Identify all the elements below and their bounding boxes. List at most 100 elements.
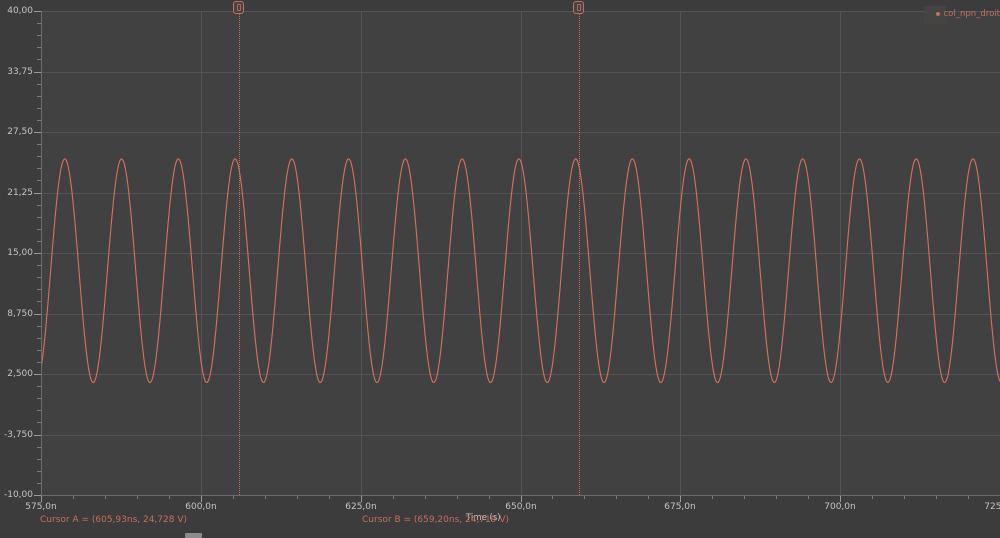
y-tick-label: 2,500 <box>7 369 33 379</box>
x-axis-title: Time (s) <box>466 513 501 523</box>
y-tick-minor <box>37 229 41 230</box>
x-tick-label: 725,0n <box>984 502 1000 512</box>
x-tick-minor <box>297 496 298 499</box>
y-tick-minor <box>37 422 41 423</box>
y-tick-major <box>34 253 41 254</box>
y-tick-minor <box>37 180 41 181</box>
x-tick-minor <box>776 496 777 499</box>
x-tick-label: 700,0n <box>824 502 856 512</box>
x-tick-minor <box>712 496 713 499</box>
y-tick-minor <box>37 362 41 363</box>
grid-line-horizontal <box>41 193 1000 194</box>
x-tick-label: 675,0n <box>664 502 696 512</box>
x-tick-label: 625,0n <box>345 502 377 512</box>
y-tick-label: -10,00 <box>3 490 33 500</box>
grid-line-vertical <box>680 11 681 495</box>
y-tick-label: 8,750 <box>7 309 33 319</box>
x-tick-minor <box>968 496 969 499</box>
y-tick-major <box>34 495 41 496</box>
y-tick-minor <box>37 289 41 290</box>
y-tick-minor <box>37 23 41 24</box>
y-tick-major <box>34 72 41 73</box>
x-tick-minor <box>105 496 106 499</box>
x-tick-minor <box>169 496 170 499</box>
x-tick-minor <box>393 496 394 499</box>
x-tick-label: 650,0n <box>505 502 537 512</box>
x-tick-major <box>680 496 681 502</box>
horizontal-scrollbar-thumb[interactable] <box>185 533 202 538</box>
x-tick-minor <box>936 496 937 499</box>
grid-line-vertical <box>521 11 522 495</box>
y-tick-minor <box>37 59 41 60</box>
x-tick-minor <box>552 496 553 499</box>
x-tick-minor <box>872 496 873 499</box>
x-tick-minor <box>489 496 490 499</box>
y-tick-minor <box>37 326 41 327</box>
y-tick-major <box>34 11 41 12</box>
x-tick-label: 575,0n <box>25 502 57 512</box>
x-tick-minor <box>744 496 745 499</box>
x-tick-minor <box>425 496 426 499</box>
y-tick-minor <box>37 217 41 218</box>
x-tick-major <box>361 496 362 502</box>
x-tick-minor <box>648 496 649 499</box>
cursor-a-readout: Cursor A = (605,93ns, 24,728 V) <box>40 515 188 525</box>
grid-line-horizontal <box>41 132 1000 133</box>
y-tick-minor <box>37 277 41 278</box>
y-tick-minor <box>37 47 41 48</box>
x-axis-line <box>41 495 1000 496</box>
bottom-bar <box>0 531 1000 538</box>
y-tick-label: 33,75 <box>7 67 33 77</box>
grid-line-horizontal <box>41 374 1000 375</box>
x-tick-minor <box>904 496 905 499</box>
y-axis-line <box>41 11 42 495</box>
y-tick-label: 21,25 <box>7 188 33 198</box>
y-tick-major <box>34 435 41 436</box>
cursor-handle-a-icon[interactable] <box>233 1 244 14</box>
cursor-handle-b-icon[interactable] <box>573 1 584 14</box>
x-tick-minor <box>584 496 585 499</box>
y-tick-minor <box>37 144 41 145</box>
grid-line-horizontal <box>41 72 1000 73</box>
dot-marker-icon <box>936 12 941 16</box>
grid-line-horizontal <box>41 435 1000 436</box>
y-tick-minor <box>37 108 41 109</box>
plot-area[interactable] <box>41 11 1000 495</box>
y-tick-minor <box>37 483 41 484</box>
trace-col-npn-droit <box>41 159 1000 383</box>
x-tick-minor <box>233 496 234 499</box>
waveform-trace-svg <box>41 11 1000 495</box>
y-tick-label: 40,00 <box>7 6 33 16</box>
x-tick-major <box>521 496 522 502</box>
x-tick-major <box>41 496 42 502</box>
grid-line-horizontal <box>41 11 1000 12</box>
grid-line-vertical <box>840 11 841 495</box>
cursor-b-line[interactable] <box>579 11 580 495</box>
x-tick-label: 600,0n <box>185 502 217 512</box>
legend-item-label: col_npn_droit <box>943 9 1000 19</box>
y-tick-label: 15,00 <box>7 248 33 258</box>
y-tick-label: -3,750 <box>3 430 33 440</box>
y-tick-major <box>34 314 41 315</box>
y-tick-label: 27,50 <box>7 127 33 137</box>
x-tick-minor <box>265 496 266 499</box>
grid-line-horizontal <box>41 253 1000 254</box>
y-tick-minor <box>37 205 41 206</box>
y-tick-minor <box>37 459 41 460</box>
y-tick-minor <box>37 301 41 302</box>
y-tick-major <box>34 374 41 375</box>
y-tick-minor <box>37 447 41 448</box>
y-tick-minor <box>37 265 41 266</box>
y-tick-major <box>34 193 41 194</box>
y-tick-minor <box>37 471 41 472</box>
y-tick-major <box>34 132 41 133</box>
y-tick-minor <box>37 350 41 351</box>
cursor-a-line[interactable] <box>239 11 240 495</box>
legend-backdrop <box>924 6 946 24</box>
y-tick-minor <box>37 120 41 121</box>
grid-line-vertical <box>201 11 202 495</box>
x-tick-minor <box>73 496 74 499</box>
x-tick-minor <box>808 496 809 499</box>
legend[interactable]: col_npn_droit <box>936 9 1000 19</box>
cursor-b-readout: Cursor B = (659,20ns, 24,719 V) <box>362 515 510 525</box>
